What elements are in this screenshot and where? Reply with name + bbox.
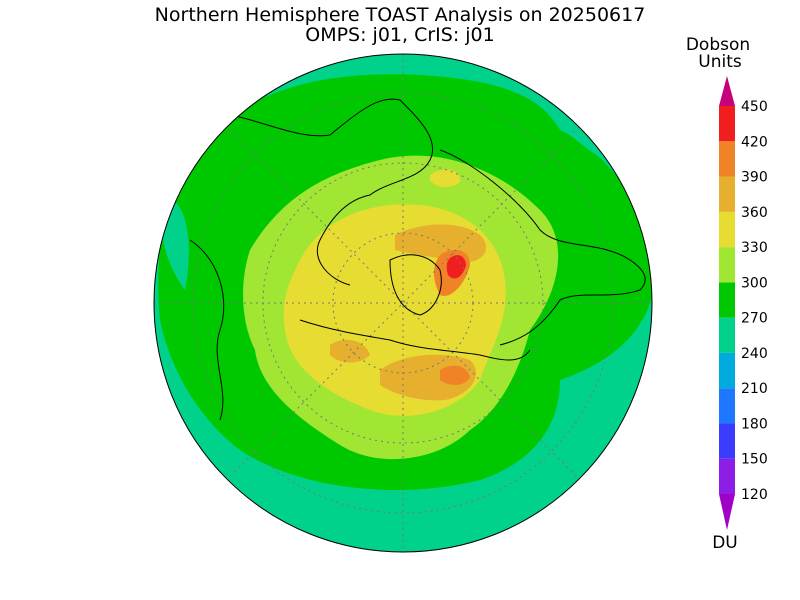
colorbar-extend-high (719, 76, 735, 106)
colorbar: 120 150 180 210 240 270 300 330 360 390 420 450 (719, 76, 768, 530)
colorbar-segment (719, 458, 735, 494)
colorbar-tick-label: 180 (741, 416, 768, 432)
colorbar-segment (719, 317, 735, 353)
title: Northern Hemisphere TOAST Analysis on 20… (155, 4, 646, 26)
colorbar-extend-low (719, 494, 735, 530)
ozone-region (446, 255, 466, 279)
colorbar-tick-label: 150 (741, 452, 768, 468)
colorbar-segment (719, 141, 735, 177)
colorbar-tick-label: 420 (741, 134, 768, 150)
coastlines (189, 98, 646, 421)
colorbar-tick-label: 300 (741, 275, 768, 291)
graticule (154, 54, 652, 552)
ozone-region (430, 169, 461, 188)
map-border (153, 53, 653, 553)
colorbar-tick-label: 330 (741, 240, 768, 256)
colorbar-segment (719, 282, 735, 318)
colorbar-segment (719, 176, 735, 212)
colorbar-segment (719, 423, 735, 459)
polar-map (153, 53, 653, 553)
colorbar-segment (719, 106, 735, 142)
colorbar-segment (719, 388, 735, 424)
colorbar-segment (719, 352, 735, 389)
colorbar-unit: DU (712, 533, 738, 553)
ozone-region (440, 365, 470, 385)
colorbar-label: Units (698, 52, 742, 72)
colorbar-segment (719, 247, 735, 283)
ozone-region (330, 339, 370, 363)
colorbar-tick-label: 450 (741, 99, 768, 115)
subtitle: OMPS: j01, CrIS: j01 (305, 24, 494, 46)
colorbar-tick-label: 120 (741, 487, 768, 503)
colorbar-tick-label: 210 (741, 381, 768, 397)
colorbar-tick-label: 270 (741, 311, 768, 327)
colorbar-tick-label: 360 (741, 205, 768, 221)
colorbar-tick-label: 240 (741, 346, 768, 362)
colorbar-tick-label: 390 (741, 170, 768, 186)
colorbar-label: Dobson (686, 35, 750, 55)
colorbar-segment (719, 211, 735, 248)
